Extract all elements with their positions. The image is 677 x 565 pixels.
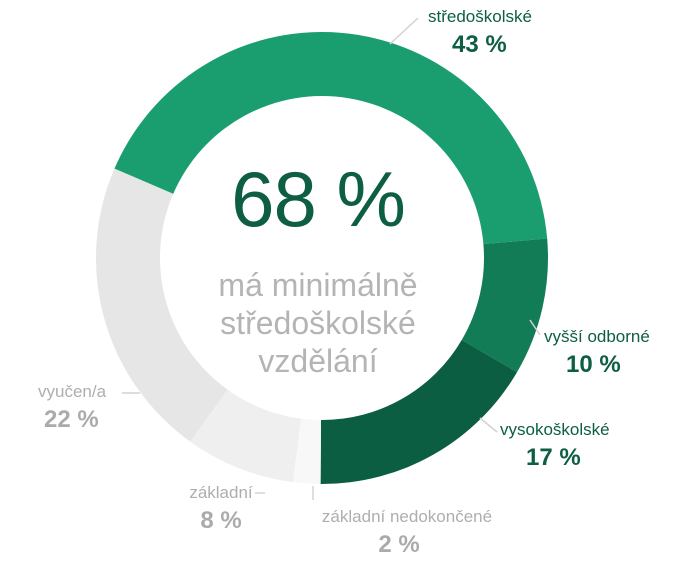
slice-label-value: 8 %	[200, 507, 242, 535]
center-caption: má minimálně středoškolské vzdělání	[173, 266, 463, 380]
leader-line	[389, 17, 419, 45]
slice-label-zakladni: základní 8 %	[180, 483, 262, 536]
donut-slice-vysoko-kolsk-	[320, 339, 518, 484]
center-value: 68 %	[231, 155, 406, 243]
slice-label-value: 10 %	[566, 351, 621, 379]
label-leader-lines	[122, 17, 541, 500]
slice-label-name: vyšší odborné	[544, 327, 650, 346]
slice-label-zakladni-nedokoncene: základní nedokončené 2 %	[302, 507, 512, 560]
leader-line	[529, 319, 541, 336]
slice-label-value: 22 %	[44, 406, 99, 434]
slice-label-value: 17 %	[526, 444, 581, 472]
donut-slice-z-kladn-nedokon-en-	[292, 418, 321, 484]
slice-label-name: vyučen/a	[38, 382, 107, 401]
center-caption-line: má minimálně	[218, 267, 418, 303]
leader-line	[479, 417, 498, 433]
slice-label-stredoskolske: středoškolské 43 %	[428, 7, 532, 60]
slice-label-name: základní nedokončené	[321, 507, 493, 526]
slice-label-vyucen: vyučen/a 22 %	[38, 382, 106, 435]
donut-slice-z-kladn-	[190, 389, 302, 483]
slice-label-name: vysokoškolské	[500, 420, 610, 439]
slice-label-value: 43 %	[452, 31, 507, 59]
donut-slice-st-edo-kolsk-	[114, 32, 548, 245]
slice-label-name: středoškolské	[428, 7, 532, 26]
slice-label-name: základní	[189, 483, 253, 502]
center-caption-line: středoškolské	[220, 305, 416, 341]
donut-slice-vy-odborn-	[461, 238, 548, 373]
slice-label-value: 2 %	[378, 531, 420, 559]
donut-slice-vyu-en-a	[95, 168, 228, 442]
center-caption-line: vzdělání	[258, 343, 378, 379]
slice-label-vyssi-odborne: vyšší odborné 10 %	[544, 327, 650, 380]
slice-label-vysokoskolske: vysokoškolské 17 %	[500, 420, 610, 473]
donut-slices	[95, 32, 548, 484]
